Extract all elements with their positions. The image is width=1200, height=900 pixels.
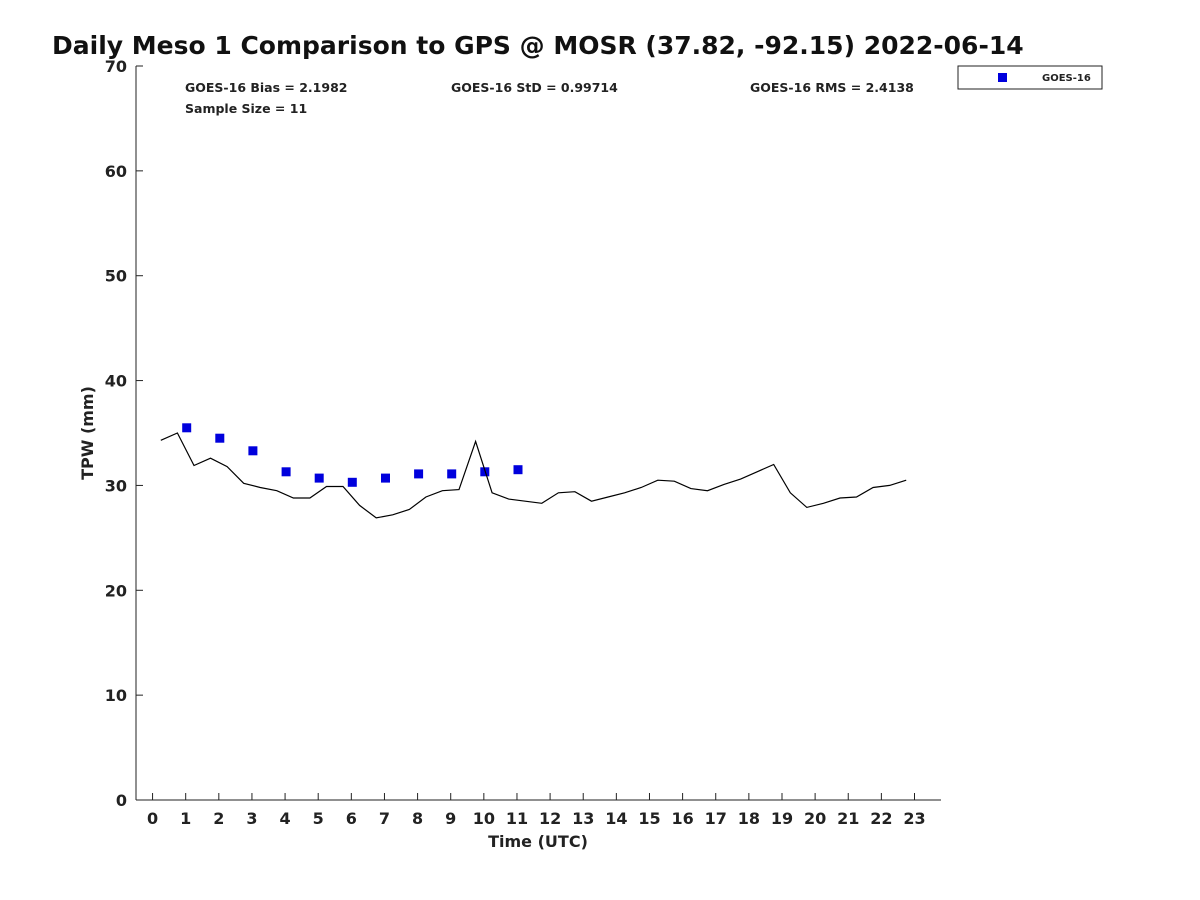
goes16-point (248, 446, 258, 456)
sample-size-stat: Sample Size = 11 (185, 101, 307, 116)
x-tick-label: 4 (280, 809, 291, 828)
legend-box (957, 65, 1103, 90)
y-tick-label: 0 (116, 791, 127, 810)
x-tick-label: 3 (246, 809, 257, 828)
goes16-point (215, 433, 225, 443)
legend: GOES-16 (957, 65, 1103, 90)
y-tick-label: 30 (105, 476, 127, 495)
goes16-point (447, 469, 457, 479)
x-tick-label: 22 (870, 809, 892, 828)
y-axis-label: TPW (mm) (78, 386, 97, 480)
x-tick-label: 20 (804, 809, 826, 828)
goes16-point (347, 477, 357, 487)
legend-marker-goes16 (998, 73, 1007, 82)
chart-title: Daily Meso 1 Comparison to GPS @ MOSR (3… (52, 31, 1024, 60)
std-stat: GOES-16 StD = 0.99714 (451, 80, 618, 95)
y-tick-label: 20 (105, 581, 127, 600)
x-tick-label: 9 (445, 809, 456, 828)
goes16-point (513, 465, 523, 475)
x-tick-label: 2 (213, 809, 224, 828)
x-tick-label: 6 (346, 809, 357, 828)
y-tick-label: 50 (105, 267, 127, 286)
x-tick-label: 11 (506, 809, 528, 828)
rms-stat: GOES-16 RMS = 2.4138 (750, 80, 914, 95)
x-tick-label: 21 (837, 809, 859, 828)
legend-label-goes16: GOES-16 (1042, 73, 1091, 84)
x-tick-label: 18 (738, 809, 760, 828)
goes16-point (314, 473, 324, 483)
gps-tpw-line (160, 432, 907, 519)
x-tick-label: 19 (771, 809, 793, 828)
x-tick-label: 17 (705, 809, 727, 828)
y-tick-label: 60 (105, 162, 127, 181)
x-tick-label: 12 (539, 809, 561, 828)
y-tick-label: 40 (105, 372, 127, 391)
y-axis-ticks: 0 10 20 30 40 50 60 70 (105, 57, 143, 810)
goes16-point (281, 467, 291, 477)
x-tick-label: 10 (473, 809, 495, 828)
y-tick-label: 10 (105, 686, 127, 705)
series-layer (160, 423, 907, 519)
goes16-point (381, 473, 390, 483)
x-tick-label: 16 (671, 809, 693, 828)
goes16-point (182, 423, 192, 433)
x-tick-label: 8 (412, 809, 423, 828)
x-tick-label: 7 (379, 809, 390, 828)
bias-stat: GOES-16 Bias = 2.1982 (185, 80, 347, 95)
y-tick-label: 70 (105, 57, 127, 76)
x-tick-label: 0 (147, 809, 158, 828)
x-tick-label: 5 (313, 809, 324, 828)
x-tick-label: 23 (903, 809, 925, 828)
x-tick-label: 1 (180, 809, 191, 828)
goes16-point (414, 469, 424, 479)
x-axis-ticks: 0 1 2 3 4 5 6 7 8 9 10 11 12 13 14 15 16 17 18 19 20 21 22 23 (147, 793, 926, 828)
x-tick-label: 13 (572, 809, 594, 828)
x-axis-label: Time (UTC) (488, 832, 588, 851)
x-tick-label: 15 (638, 809, 660, 828)
x-tick-label: 14 (605, 809, 627, 828)
